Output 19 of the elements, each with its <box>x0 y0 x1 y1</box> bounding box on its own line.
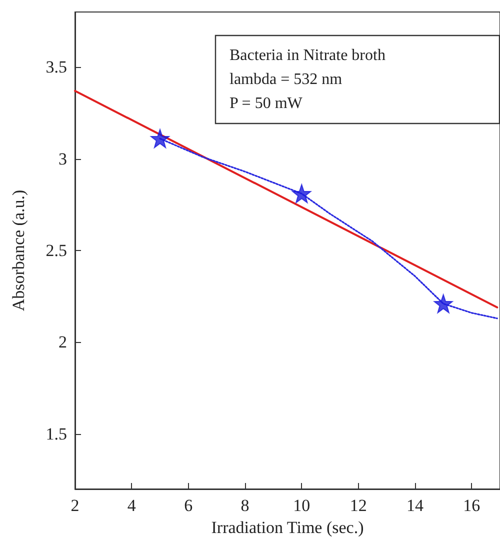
y-tick-label: 3.5 <box>46 58 67 77</box>
x-tick-label: 12 <box>350 496 367 515</box>
x-tick-label: 4 <box>127 496 136 515</box>
point <box>434 294 453 314</box>
y-tick-label: 3 <box>58 149 67 168</box>
x-tick-label: 8 <box>240 496 250 515</box>
y-tick-label: 2.5 <box>46 241 67 260</box>
x-tick-label: 16 <box>463 496 480 515</box>
x-tick-label: 6 <box>184 496 193 515</box>
x-tick-label: 10 <box>293 496 310 515</box>
point <box>292 184 312 204</box>
point <box>150 129 170 148</box>
x-tick-label: 14 <box>406 496 424 515</box>
y-tick-label: 1.5 <box>46 424 67 444</box>
y-tick-label: 2 <box>58 332 67 352</box>
annotation: Bacteria in Nitrate broth lambda = 532 nm P = 50 mW <box>230 47 386 112</box>
x-tick-label: 2 <box>70 496 80 515</box>
y-axis-title: Absorbance (a.u.) <box>9 190 28 312</box>
x-axis-title: Irradiation Time (sec.) <box>211 518 364 537</box>
